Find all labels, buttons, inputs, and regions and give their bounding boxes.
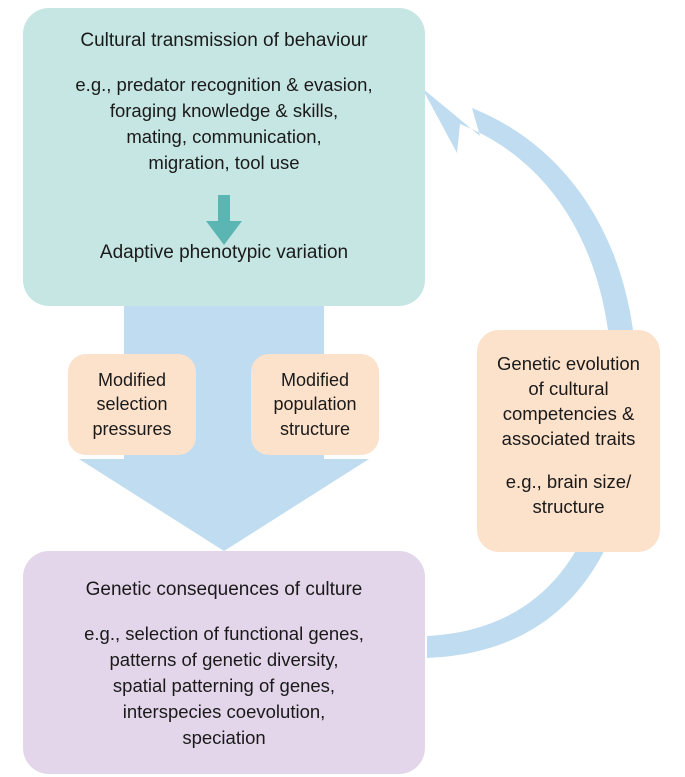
- top-box-examples: e.g., predator recognition & evasion, fo…: [53, 72, 395, 176]
- cultural-transmission-box: Cultural transmission of behaviour e.g.,…: [23, 8, 425, 306]
- inner-down-arrow: [206, 195, 242, 245]
- modified-selection-box: Modified selection pressures: [68, 354, 196, 455]
- modified-population-box: Modified population structure: [251, 354, 379, 455]
- top-box-title: Cultural transmission of behaviour: [53, 30, 395, 52]
- bottom-box-examples: e.g., selection of functional genes, pat…: [53, 621, 395, 750]
- genetic-evolution-feedback-box: Genetic evolution of cultural competenci…: [477, 330, 660, 552]
- bottom-box-title: Genetic consequences of culture: [53, 579, 395, 601]
- genetic-consequences-box: Genetic consequences of culture e.g., se…: [23, 551, 425, 774]
